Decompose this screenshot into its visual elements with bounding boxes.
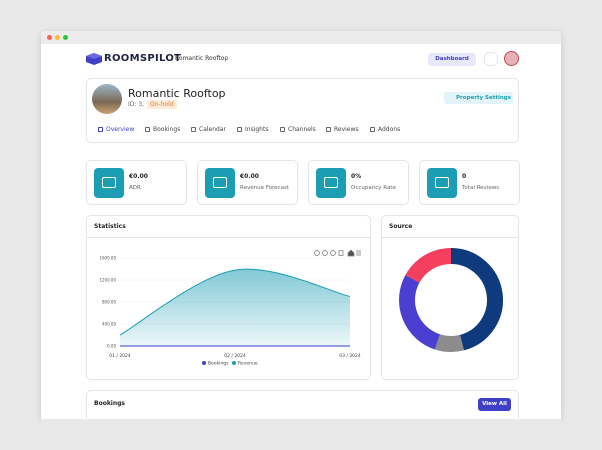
min-dot — [55, 35, 60, 40]
legend-label: Bookings — [208, 361, 229, 367]
property-settings-button[interactable]: Property Settings — [444, 92, 513, 104]
status-badge: On-hold — [147, 100, 177, 109]
divider — [381, 237, 519, 238]
stat-label: Total Reviews — [462, 185, 500, 191]
stat-value: €0.00 — [129, 173, 148, 180]
close-dot — [47, 35, 52, 40]
y-tick-label: 1600.00 — [99, 256, 116, 261]
stat-value: €0.00 — [240, 173, 259, 180]
stat-icon-glyph — [435, 177, 449, 188]
tab-icon — [145, 127, 150, 132]
tab-icon — [237, 127, 242, 132]
statistics-chart: 0.00 400.00 800.00 1200.00 1600.00 01 / 2024 0… — [99, 249, 362, 367]
legend-marker — [232, 361, 236, 365]
logo-icon — [86, 53, 102, 65]
stat-value: 0 — [462, 173, 467, 180]
stat-icon — [94, 168, 124, 198]
view-all-button[interactable]: View All — [478, 398, 511, 411]
stat-value: 0% — [351, 173, 362, 180]
x-tick-label: 02 / 2024 — [224, 353, 246, 359]
page-bottom — [41, 419, 561, 450]
donut-segment — [450, 248, 503, 351]
tab[interactable]: Channels — [288, 126, 316, 133]
property-image — [92, 84, 122, 114]
donut-segment — [434, 334, 464, 352]
area — [120, 269, 350, 346]
bookings-title: Bookings — [94, 400, 126, 407]
property-card — [86, 78, 519, 143]
stat-icon — [427, 168, 457, 198]
tab[interactable]: Calendar — [199, 126, 226, 133]
tab-icon — [370, 127, 375, 132]
x-tick-label: 01 / 2024 — [109, 353, 131, 359]
logo: ROOMSPILOT — [104, 53, 182, 64]
stat-icon — [316, 168, 346, 198]
y-tick-label: 1200.00 — [99, 278, 116, 283]
avatar[interactable] — [504, 51, 519, 66]
property-id: ID: 3, — [128, 101, 145, 108]
legend-marker — [202, 361, 206, 365]
tab-icon — [191, 127, 196, 132]
stat-icon — [205, 168, 235, 198]
property-selector[interactable]: Romantic Rooftop — [175, 55, 229, 62]
notification-button[interactable] — [484, 52, 498, 66]
stat-label: Occupancy Rate — [351, 185, 396, 191]
donut-segment — [399, 274, 441, 350]
tab[interactable]: Insights — [245, 126, 269, 133]
y-tick-label: 0.00 — [107, 344, 116, 349]
property-name: Romantic Rooftop — [128, 87, 226, 100]
stat-icon-glyph — [324, 177, 338, 188]
stat-icon-glyph — [213, 177, 227, 188]
title-bar — [41, 31, 561, 44]
chart-toolbar[interactable] — [314, 249, 362, 257]
tab-icon — [98, 127, 103, 132]
legend-label: Revenue — [238, 361, 258, 367]
stat-icon-glyph — [102, 177, 116, 188]
line — [119, 268, 351, 336]
donut-segment — [405, 248, 452, 284]
y-tick-label: 800.00 — [102, 300, 116, 305]
stat-label: Revenue Forecast — [240, 185, 289, 191]
stat-label: ADR — [129, 185, 141, 191]
tab-icon — [280, 127, 285, 132]
tab[interactable]: Bookings — [153, 126, 181, 133]
x-tick-label: 03 / 2024 — [339, 353, 361, 359]
source-chart — [399, 248, 503, 352]
source-title: Source — [389, 223, 413, 230]
tab[interactable]: Addons — [378, 126, 401, 133]
tab[interactable]: Overview — [106, 126, 135, 133]
statistics-title: Statistics — [94, 223, 126, 230]
y-tick-label: 400.00 — [102, 322, 116, 327]
max-dot — [63, 35, 68, 40]
dashboard-button[interactable]: Dashboard — [428, 53, 476, 66]
tab[interactable]: Reviews — [334, 126, 359, 133]
tab-icon — [326, 127, 331, 132]
divider — [86, 237, 371, 238]
